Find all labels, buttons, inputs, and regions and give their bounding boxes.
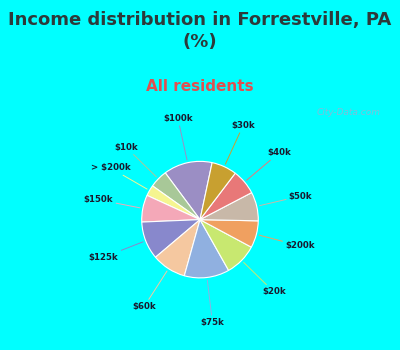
Wedge shape xyxy=(142,195,200,222)
Text: $30k: $30k xyxy=(226,121,255,164)
Text: > $200k: > $200k xyxy=(90,163,147,189)
Wedge shape xyxy=(147,186,200,220)
Wedge shape xyxy=(142,220,200,257)
Wedge shape xyxy=(184,220,229,278)
Wedge shape xyxy=(152,173,200,220)
Text: $50k: $50k xyxy=(260,191,312,206)
Text: Income distribution in Forrestville, PA
(%): Income distribution in Forrestville, PA … xyxy=(8,10,392,51)
Text: $10k: $10k xyxy=(114,143,156,177)
Text: $60k: $60k xyxy=(132,271,167,311)
Wedge shape xyxy=(200,220,258,247)
Text: $200k: $200k xyxy=(259,235,315,250)
Wedge shape xyxy=(165,161,212,220)
Wedge shape xyxy=(200,220,251,271)
Wedge shape xyxy=(156,220,200,276)
Text: $150k: $150k xyxy=(84,195,140,208)
Text: $40k: $40k xyxy=(247,148,291,180)
Text: $100k: $100k xyxy=(163,114,193,160)
Text: All residents: All residents xyxy=(146,79,254,94)
Wedge shape xyxy=(200,163,235,220)
Text: $75k: $75k xyxy=(200,280,224,327)
Wedge shape xyxy=(200,173,252,220)
Wedge shape xyxy=(200,193,258,221)
Text: $125k: $125k xyxy=(89,242,143,262)
Text: $20k: $20k xyxy=(244,262,286,296)
Text: City-Data.com: City-Data.com xyxy=(316,108,380,117)
